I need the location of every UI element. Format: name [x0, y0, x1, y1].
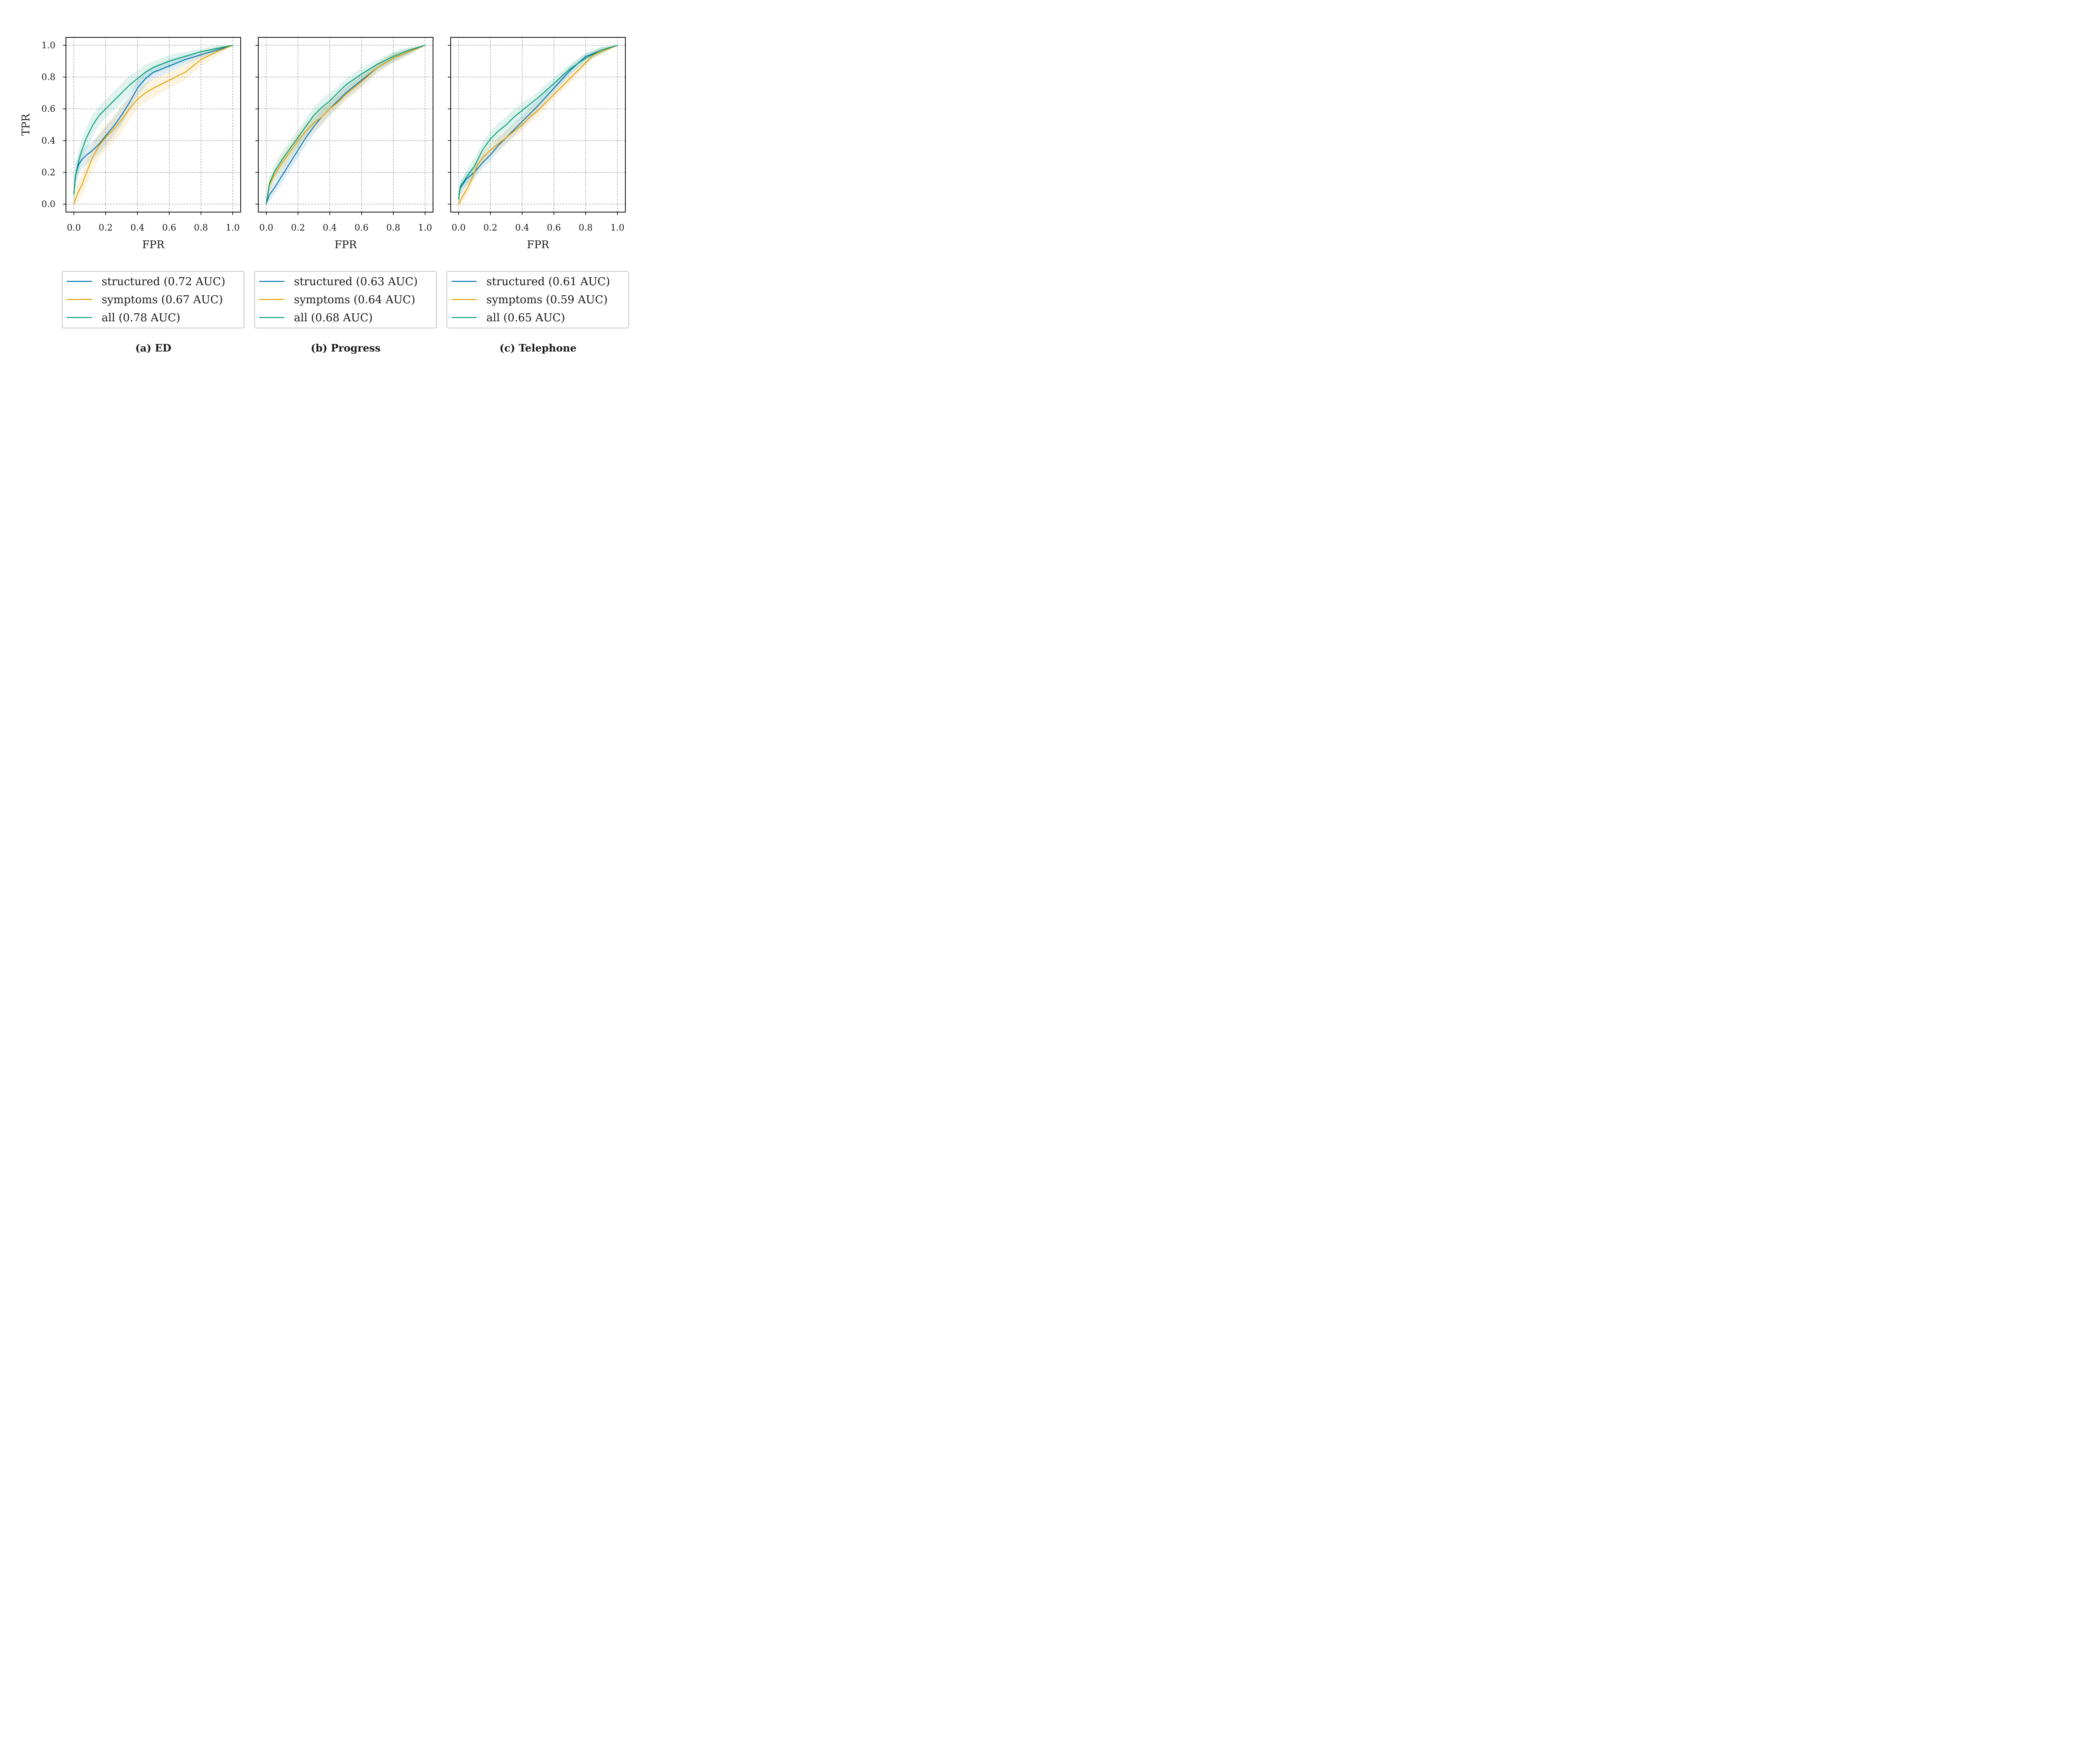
series-line-all [265, 45, 425, 205]
plot-frame [450, 37, 626, 213]
legend-box [446, 271, 629, 328]
x-tick-label: 0.0 [259, 223, 273, 233]
legend-label-structured: structured (0.61 AUC) [486, 276, 610, 288]
series-line-structured [73, 45, 233, 195]
legend-label-symptoms: symptoms (0.59 AUC) [486, 294, 608, 306]
legend: structured (0.72 AUC) symptoms (0.67 AUC)… [62, 271, 244, 328]
x-tick-label: 0.8 [579, 223, 593, 233]
series-line-structured [265, 45, 425, 205]
x-tick-label: 0.2 [483, 223, 497, 233]
x-tick-label: 0.8 [194, 223, 208, 233]
series-line-structured [458, 45, 618, 200]
x-axis-label: FPR [527, 239, 550, 251]
panel-2: 0.0 0.2 0.4 0.6 0.8 1.0 FPR structured (0.63 AU… [254, 37, 437, 354]
x-tick-label: 0.6 [162, 223, 176, 233]
x-axis-label: FPR [142, 239, 165, 251]
series-band-structured [74, 45, 233, 205]
series-band-all [74, 45, 233, 205]
x-tick-label: 0.2 [291, 223, 305, 233]
panel-1: 0.0 0.0 0.2 0.2 0.4 0.4 0.6 0.6 0.8 0.8 1.0 1.0 FPR T… [20, 37, 244, 354]
panel-caption: (b) Progress [311, 342, 381, 354]
x-tick-label: 0.0 [67, 223, 81, 233]
legend-box [254, 271, 437, 328]
x-tick-label: 1.0 [610, 223, 624, 233]
legend: structured (0.63 AUC) symptoms (0.64 AUC)… [254, 271, 437, 328]
series-band-all [458, 45, 618, 205]
series-line-symptoms [458, 45, 618, 205]
y-tick-label: 1.0 [42, 40, 55, 50]
roc-figure: 0.0 0.0 0.2 0.2 0.4 0.4 0.6 0.6 0.8 0.8 1.0 1.0 FPR T… [20, 37, 629, 354]
x-tick-label: 0.4 [323, 223, 336, 233]
panel-caption: (c) Telephone [499, 342, 576, 354]
series-band-structured [266, 45, 425, 205]
y-tick-label: 0.0 [42, 199, 55, 209]
series-line-all [73, 45, 233, 195]
legend-label-structured: structured (0.63 AUC) [294, 276, 417, 288]
panel-3: 0.0 0.2 0.4 0.6 0.8 1.0 FPR structured (0.61 AU… [446, 37, 629, 354]
plot-frame [258, 37, 433, 213]
y-tick-label: 0.6 [42, 104, 55, 114]
x-tick-label: 1.0 [226, 223, 239, 233]
x-tick-label: 1.0 [418, 223, 432, 233]
plot-frame [66, 37, 241, 213]
y-tick-label: 0.8 [42, 72, 55, 82]
x-tick-label: 0.6 [547, 223, 561, 233]
y-tick-label: 0.4 [42, 136, 55, 146]
series-band-symptoms [74, 45, 233, 205]
series-line-symptoms [265, 45, 425, 205]
legend-label-symptoms: symptoms (0.64 AUC) [294, 294, 415, 306]
legend: structured (0.61 AUC) symptoms (0.59 AUC)… [446, 271, 629, 328]
x-tick-label: 0.4 [515, 223, 529, 233]
legend-label-all: all (0.65 AUC) [486, 312, 565, 324]
legend-label-all: all (0.78 AUC) [102, 312, 180, 324]
series-line-all [458, 45, 618, 200]
x-tick-label: 0.0 [452, 223, 465, 233]
x-tick-label: 0.4 [130, 223, 144, 233]
x-axis-label: FPR [335, 239, 357, 251]
series-band-symptoms [266, 45, 425, 205]
x-tick-label: 0.2 [99, 223, 113, 233]
panel-caption: (a) ED [135, 342, 171, 354]
series-line-symptoms [73, 45, 233, 205]
y-tick-label: 0.2 [42, 167, 55, 177]
series-band-all [266, 45, 425, 205]
x-tick-label: 0.6 [354, 223, 368, 233]
legend-label-symptoms: symptoms (0.67 AUC) [102, 294, 223, 306]
x-tick-label: 0.8 [386, 223, 400, 233]
series-band-symptoms [458, 45, 618, 205]
y-axis-label: TPR [20, 113, 32, 136]
series-band-structured [458, 45, 618, 205]
legend-box [62, 271, 244, 328]
legend-label-all: all (0.68 AUC) [294, 312, 373, 324]
legend-label-structured: structured (0.72 AUC) [102, 276, 225, 288]
